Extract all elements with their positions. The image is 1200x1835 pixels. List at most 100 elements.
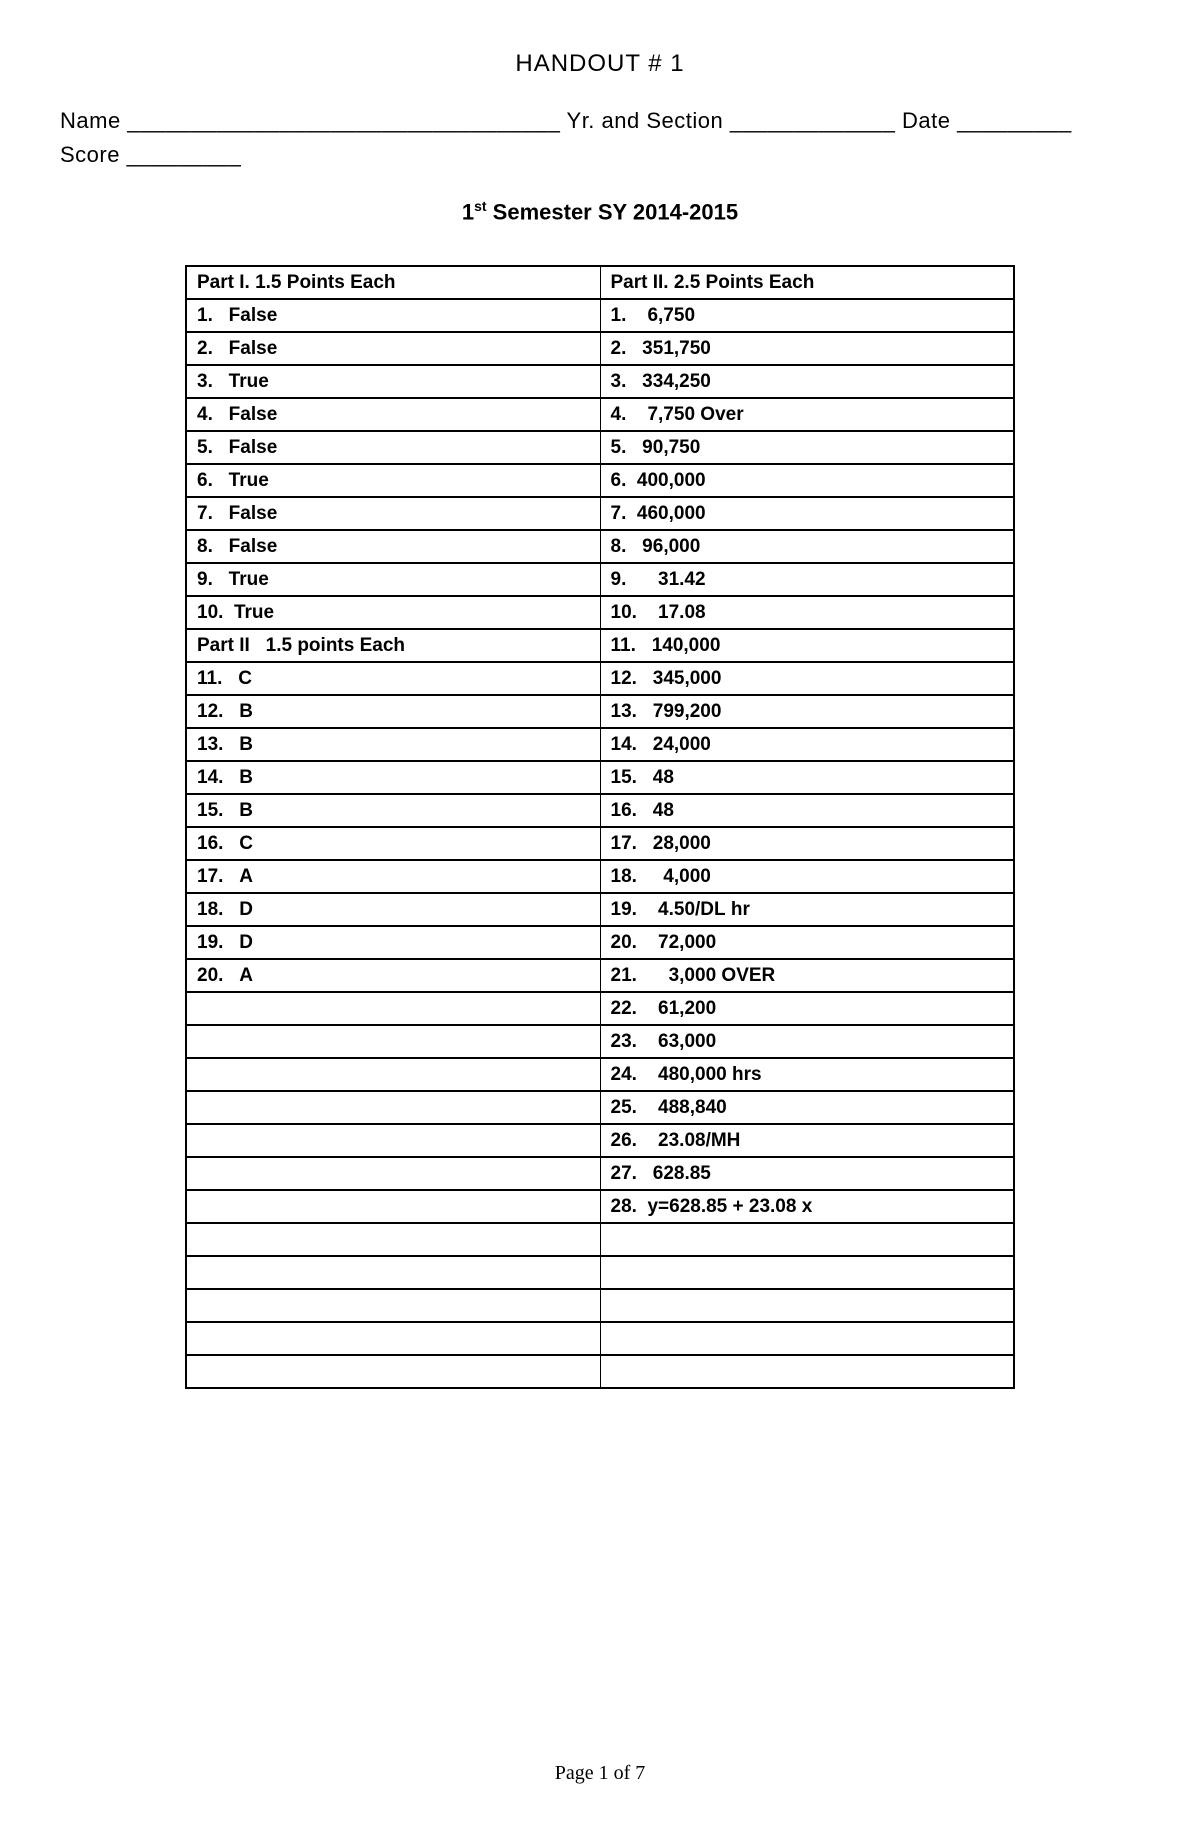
table-row: 20. A21. 3,000 OVER [186,959,1014,992]
left-cell [186,1190,600,1223]
table-row [186,1355,1014,1388]
table-row [186,1289,1014,1322]
table-row: 23. 63,000 [186,1025,1014,1058]
right-cell: 21. 3,000 OVER [600,959,1014,992]
right-cell [600,1223,1014,1256]
table-row: 17. A18. 4,000 [186,860,1014,893]
left-cell: 11. C [186,662,600,695]
semester-prefix: 1 [462,199,474,224]
table-row: 13. B14. 24,000 [186,728,1014,761]
table-row: 24. 480,000 hrs [186,1058,1014,1091]
left-cell: 8. False [186,530,600,563]
semester-suffix: st [474,198,486,214]
table-row: 19. D20. 72,000 [186,926,1014,959]
left-cell [186,1058,600,1091]
handout-title: HANDOUT # 1 [60,50,1140,78]
left-cell: 6. True [186,464,600,497]
right-cell: 23. 63,000 [600,1025,1014,1058]
left-cell: 2. False [186,332,600,365]
left-cell: 20. A [186,959,600,992]
table-row: 2. False2. 351,750 [186,332,1014,365]
right-cell: 1. 6,750 [600,299,1014,332]
right-cell: 10. 17.08 [600,596,1014,629]
left-column-header: Part I. 1.5 Points Each [186,266,600,299]
left-cell: 13. B [186,728,600,761]
right-cell [600,1256,1014,1289]
left-cell [186,992,600,1025]
right-cell: 25. 488,840 [600,1091,1014,1124]
table-row: 14. B15. 48 [186,761,1014,794]
left-cell [186,1355,600,1388]
table-row: 3. True3. 334,250 [186,365,1014,398]
right-cell: 11. 140,000 [600,629,1014,662]
right-cell: 9. 31.42 [600,563,1014,596]
left-cell: 10. True [186,596,600,629]
left-cell [186,1091,600,1124]
right-cell: 18. 4,000 [600,860,1014,893]
table-row: 9. True9. 31.42 [186,563,1014,596]
score-line: Score _________ [60,142,1140,168]
right-cell: 24. 480,000 hrs [600,1058,1014,1091]
page-number-text: Page 1 of 7 [555,1762,646,1784]
left-cell: 4. False [186,398,600,431]
left-cell: 16. C [186,827,600,860]
semester-title: 1st Semester SY 2014-2015 [60,198,1140,225]
left-cell: 15. B [186,794,600,827]
right-cell [600,1289,1014,1322]
right-cell: 14. 24,000 [600,728,1014,761]
right-cell: 28. y=628.85 + 23.08 x [600,1190,1014,1223]
right-cell: 22. 61,200 [600,992,1014,1025]
table-row: 10. True10. 17.08 [186,596,1014,629]
table-row [186,1256,1014,1289]
left-cell: 7. False [186,497,600,530]
left-cell [186,1157,600,1190]
left-cell: 17. A [186,860,600,893]
right-cell: 13. 799,200 [600,695,1014,728]
right-cell: 8. 96,000 [600,530,1014,563]
right-cell: 17. 28,000 [600,827,1014,860]
left-cell: 14. B [186,761,600,794]
table-row: 26. 23.08/MH [186,1124,1014,1157]
left-cell: 18. D [186,893,600,926]
left-cell [186,1223,600,1256]
right-cell: 20. 72,000 [600,926,1014,959]
table-row: 12. B13. 799,200 [186,695,1014,728]
table-row: 7. False7. 460,000 [186,497,1014,530]
right-cell: 7. 460,000 [600,497,1014,530]
left-cell: 3. True [186,365,600,398]
right-column-header: Part II. 2.5 Points Each [600,266,1014,299]
table-row: 6. True6. 400,000 [186,464,1014,497]
left-cell: Part II 1.5 points Each [186,629,600,662]
table-row [186,1322,1014,1355]
table-row: 18. D19. 4.50/DL hr [186,893,1014,926]
table-row: 8. False8. 96,000 [186,530,1014,563]
left-cell [186,1025,600,1058]
table-row: 16. C17. 28,000 [186,827,1014,860]
right-cell: 6. 400,000 [600,464,1014,497]
table-row [186,1223,1014,1256]
answer-table: Part I. 1.5 Points Each Part II. 2.5 Poi… [185,265,1015,1389]
left-cell [186,1124,600,1157]
left-cell: 19. D [186,926,600,959]
right-cell: 19. 4.50/DL hr [600,893,1014,926]
right-cell: 5. 90,750 [600,431,1014,464]
page-footer: Page 1 of 7 [0,1762,1200,1785]
right-cell: 15. 48 [600,761,1014,794]
semester-rest: Semester SY 2014-2015 [487,199,739,224]
right-cell [600,1322,1014,1355]
table-row: Part II 1.5 points Each11. 140,000 [186,629,1014,662]
table-row: 25. 488,840 [186,1091,1014,1124]
right-cell: 16. 48 [600,794,1014,827]
left-cell: 12. B [186,695,600,728]
table-row: 28. y=628.85 + 23.08 x [186,1190,1014,1223]
right-cell: 12. 345,000 [600,662,1014,695]
left-cell [186,1256,600,1289]
left-cell: 9. True [186,563,600,596]
right-cell: 26. 23.08/MH [600,1124,1014,1157]
right-cell: 4. 7,750 Over [600,398,1014,431]
table-row: 11. C12. 345,000 [186,662,1014,695]
table-header-row: Part I. 1.5 Points Each Part II. 2.5 Poi… [186,266,1014,299]
table-row: 4. False4. 7,750 Over [186,398,1014,431]
table-row: 15. B16. 48 [186,794,1014,827]
right-cell [600,1355,1014,1388]
